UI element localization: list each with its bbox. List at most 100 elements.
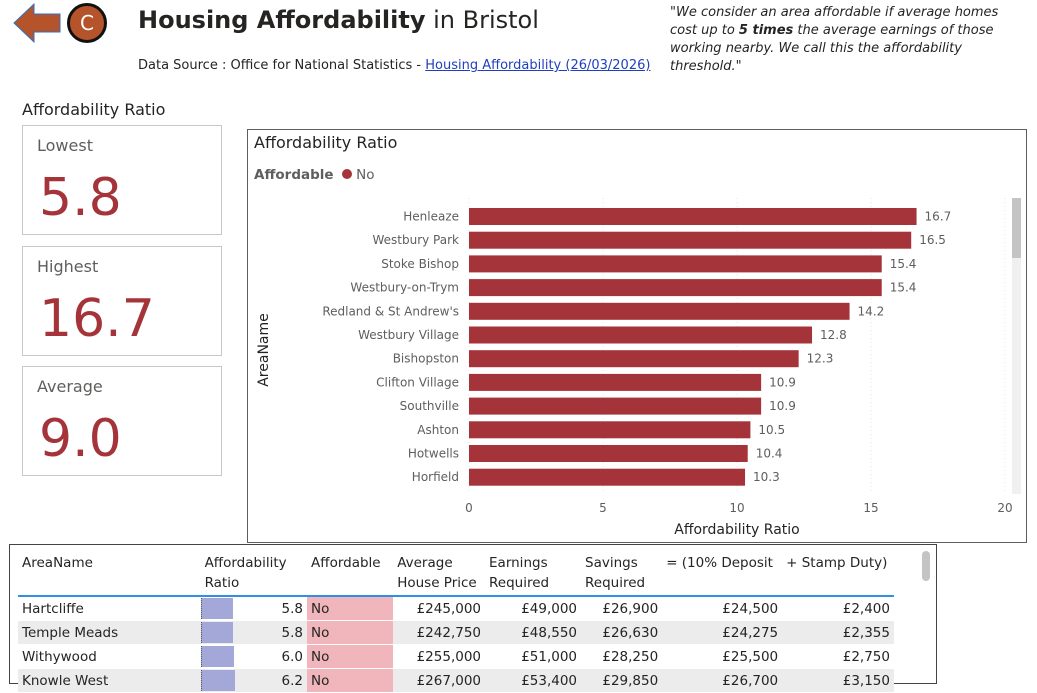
y-category-label: Clifton Village bbox=[376, 375, 459, 389]
bar[interactable] bbox=[469, 421, 751, 439]
ratio-databar bbox=[200, 646, 234, 667]
affordable-cell: No bbox=[307, 668, 394, 693]
value-cell: £255,000 bbox=[393, 644, 486, 669]
bar[interactable] bbox=[469, 397, 762, 415]
y-category-label: Bishopston bbox=[393, 352, 459, 366]
ratio-cell: 6.0 bbox=[200, 644, 308, 669]
column-header[interactable]: + Stamp Duty) bbox=[782, 551, 894, 597]
table-row[interactable]: Knowle West 6.2 No £267,000 £53,400 £29,850 £2… bbox=[18, 668, 894, 693]
bar[interactable] bbox=[469, 326, 813, 344]
affordability-quote: "We consider an area affordable if avera… bbox=[670, 5, 999, 74]
y-category-label: Southville bbox=[400, 399, 459, 413]
bar[interactable] bbox=[469, 255, 882, 273]
ratio-cell: 5.8 bbox=[200, 620, 308, 645]
x-tick-label: 5 bbox=[599, 501, 607, 515]
bar[interactable] bbox=[469, 468, 746, 486]
area-name-cell: Knowle West bbox=[18, 668, 201, 693]
value-cell: £26,900 bbox=[581, 596, 663, 621]
bar[interactable] bbox=[469, 373, 762, 391]
bar[interactable] bbox=[469, 350, 799, 368]
value-cell: £2,400 bbox=[782, 596, 894, 621]
kpi-average: Average 9.0 bbox=[22, 366, 222, 476]
page-title: Housing Affordability in Bristol bbox=[138, 6, 539, 34]
value-cell: £267,000 bbox=[393, 668, 486, 693]
value-cell: £53,400 bbox=[485, 668, 582, 693]
value-cell: £245,000 bbox=[393, 596, 486, 621]
y-category-label: Horfield bbox=[412, 470, 459, 484]
column-header[interactable]: Average House Price bbox=[393, 551, 486, 597]
data-label: 10.9 bbox=[769, 399, 796, 413]
legend-dot-icon bbox=[341, 169, 352, 179]
data-label: 15.4 bbox=[890, 281, 917, 295]
value-cell: £3,150 bbox=[782, 668, 894, 693]
value-cell: £26,630 bbox=[581, 620, 663, 645]
data-label: 12.8 bbox=[820, 328, 847, 342]
y-category-label: Stoke Bishop bbox=[381, 257, 459, 271]
back-arrow-icon[interactable] bbox=[10, 2, 62, 44]
ratio-databar bbox=[200, 622, 233, 643]
column-header[interactable]: Savings Required bbox=[581, 551, 663, 597]
y-category-label: Henleaze bbox=[403, 210, 459, 224]
logo: C bbox=[67, 3, 107, 43]
affordable-cell: No bbox=[307, 644, 394, 669]
chart-scrollbar[interactable] bbox=[1012, 198, 1021, 494]
data-label: 10.4 bbox=[756, 447, 783, 461]
x-tick-label: 15 bbox=[863, 501, 878, 515]
chart-legend: Affordable No bbox=[254, 167, 375, 183]
value-cell: £49,000 bbox=[485, 596, 582, 621]
value-cell: £29,850 bbox=[581, 668, 663, 693]
y-category-label: Hotwells bbox=[408, 447, 459, 461]
ratio-databar bbox=[200, 598, 233, 619]
x-tick-label: 20 bbox=[997, 501, 1012, 515]
area-table: AreaName Affordability Ratio Affordable Ave… bbox=[9, 544, 937, 693]
y-category-label: Westbury Park bbox=[372, 233, 459, 247]
value-cell: £242,750 bbox=[393, 620, 486, 645]
column-header[interactable]: AreaName bbox=[18, 551, 201, 597]
table-row[interactable]: Withywood 6.0 No £255,000 £51,000 £28,250 £25,… bbox=[18, 644, 894, 669]
table-row[interactable]: Hartcliffe 5.8 No £245,000 £49,000 £26,900 £24… bbox=[18, 596, 894, 621]
value-cell: £28,250 bbox=[581, 644, 663, 669]
table-row[interactable]: Temple Meads 5.8 No £242,750 £48,550 £26,630 £… bbox=[18, 620, 894, 645]
bar[interactable] bbox=[469, 445, 748, 462]
ratio-cell: 6.2 bbox=[200, 668, 308, 693]
y-category-label: Westbury Village bbox=[358, 328, 459, 342]
column-header[interactable]: Affordable bbox=[307, 551, 394, 597]
data-label: 15.4 bbox=[890, 257, 917, 271]
value-cell: £25,500 bbox=[662, 644, 783, 669]
data-label: 16.5 bbox=[919, 233, 946, 247]
value-cell: £48,550 bbox=[485, 620, 582, 645]
data-label: 14.2 bbox=[858, 304, 885, 318]
y-category-label: Westbury-on-Trym bbox=[350, 281, 459, 295]
data-source: Data Source : Office for National Statis… bbox=[138, 58, 651, 73]
data-label: 10.3 bbox=[753, 470, 780, 484]
affordable-cell: No bbox=[307, 620, 394, 645]
kpi-highest: Highest 16.7 bbox=[22, 246, 222, 356]
data-label: 12.3 bbox=[807, 352, 834, 366]
value-cell: £2,355 bbox=[782, 620, 894, 645]
bar[interactable] bbox=[469, 302, 850, 320]
table-scrollbar[interactable] bbox=[922, 551, 930, 581]
data-label: 16.7 bbox=[925, 210, 952, 224]
bar[interactable] bbox=[469, 208, 917, 225]
x-axis-title: Affordability Ratio bbox=[674, 522, 800, 538]
y-category-label: Redland & St Andrew's bbox=[322, 304, 459, 318]
area-name-cell: Hartcliffe bbox=[18, 596, 201, 621]
x-tick-label: 0 bbox=[465, 501, 473, 515]
column-header[interactable]: Affordability Ratio bbox=[200, 551, 308, 597]
affordable-cell: No bbox=[307, 596, 394, 621]
x-tick-label: 10 bbox=[729, 501, 744, 515]
bar[interactable] bbox=[469, 231, 912, 249]
ratio-databar bbox=[200, 670, 235, 691]
value-cell: £51,000 bbox=[485, 644, 582, 669]
area-name-cell: Withywood bbox=[18, 644, 201, 669]
kpi-section-title: Affordability Ratio bbox=[22, 100, 166, 119]
area-name-cell: Temple Meads bbox=[18, 620, 201, 645]
y-category-label: Ashton bbox=[417, 423, 459, 437]
column-header[interactable]: Earnings Required bbox=[485, 551, 582, 597]
data-label: 10.5 bbox=[758, 423, 785, 437]
data-label: 10.9 bbox=[769, 375, 796, 389]
column-header[interactable]: = (10% Deposit bbox=[662, 551, 783, 597]
source-link[interactable]: Housing Affordability (26/03/2026) bbox=[425, 58, 651, 73]
bar[interactable] bbox=[469, 279, 882, 297]
ratio-cell: 5.8 bbox=[200, 596, 308, 621]
